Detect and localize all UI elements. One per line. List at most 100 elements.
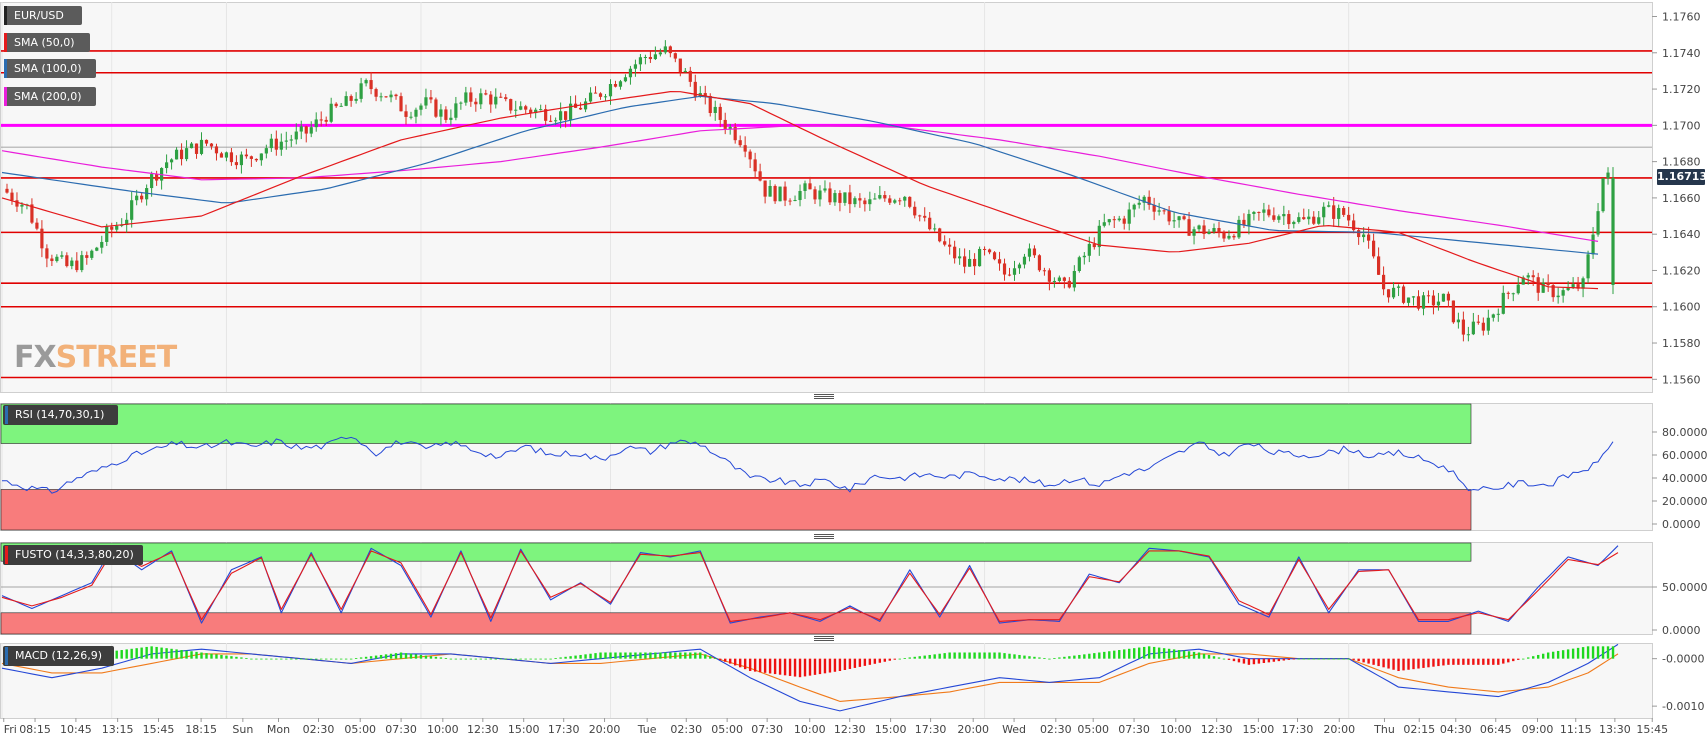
fusto-legend[interactable]: FUSTO (14,3,3,80,20) [3,545,143,565]
price-tick-label: 1.1600 [1662,301,1701,314]
macd-histogram-bar [1372,658,1375,665]
macd-histogram-bar [549,658,552,660]
macd-histogram-bar [654,652,657,659]
macd-histogram-bar [389,653,393,659]
macd-histogram-bar [469,658,473,660]
macd-histogram-bar [125,649,128,659]
candle-body [823,188,827,191]
candle-body [299,126,303,132]
macd-histogram-bar [933,654,936,659]
macd-histogram-bar [963,652,966,659]
candle-body [234,162,239,166]
macd-histogram-bar [255,658,258,660]
rsi-tick-label: 60.0000 [1662,449,1707,462]
candle-body [1376,256,1381,275]
candle-body [818,190,822,200]
macd-histogram-bar [858,658,862,667]
candle-body [953,246,957,259]
macd-histogram-bar [285,658,288,660]
candle-body [803,183,807,191]
sma50-legend[interactable]: SMA (50,0) [4,33,90,52]
candle-body [1541,282,1545,293]
macd-histogram-bar [1008,653,1011,659]
candle-body [110,226,114,230]
candle-body [384,96,388,98]
macd-histogram-bar [384,654,388,659]
candle-body [578,107,583,110]
macd-histogram-bar [1342,658,1345,660]
macd-histogram-bar [1352,658,1355,660]
candle-body [1052,280,1056,282]
candle-body [1232,235,1236,238]
candle-body [693,81,697,97]
time-tick-label: 20:00 [1323,723,1355,736]
macd-histogram-bar [704,654,707,659]
candle-body [10,192,14,201]
price-tick-label: 1.1640 [1662,228,1701,241]
candle-body [1401,286,1406,303]
time-tick-label: Mon [267,723,290,736]
macd-histogram-bar [324,658,328,660]
candle-body [179,149,184,160]
candle-body [1177,216,1181,221]
macd-histogram-bar [165,648,168,659]
candle-body [1182,216,1186,220]
sma100-legend[interactable]: SMA (100,0) [4,59,96,78]
candle-body [1142,196,1146,203]
time-tick-label: Sun [232,723,253,736]
time-tick-label: 07:30 [385,723,417,736]
candle-body [1187,219,1191,236]
macd-histogram-bar [928,654,931,659]
candle-body [1287,214,1291,225]
candle-body [1267,209,1271,216]
macd-histogram-bar [604,652,607,659]
candle-body [773,185,777,202]
candle-body [1022,256,1027,265]
sma200-legend[interactable]: SMA (200,0) [4,87,96,106]
candle-body [414,109,418,117]
macd-histogram-bar [310,658,313,660]
candle-body [858,198,862,201]
candle-body [514,109,518,111]
macd-histogram-bar [429,656,433,659]
macd-histogram-bar [1048,658,1051,660]
time-tick-label: Fri [4,723,17,736]
candle-body [1257,211,1261,213]
sma100-swatch [4,59,7,78]
macd-histogram-bar [115,650,118,659]
macd-histogram-bar [534,658,537,660]
candle-body [1461,319,1465,335]
macd-histogram-bar [1192,651,1196,659]
macd-histogram-bar [1561,650,1565,659]
candle-body [189,143,194,149]
candle-body [878,195,882,199]
candle-body [509,99,513,111]
candle-body [888,198,892,203]
macd-histogram-bar [270,658,273,660]
rsi-overbought-band [0,403,1472,444]
macd-histogram-bar [918,656,921,659]
time-tick-label: 08:15 [19,723,51,736]
macd-histogram-bar [1212,656,1216,659]
macd-histogram-bar [464,658,468,660]
macd-histogram-bar [938,653,941,659]
candle-body [100,241,104,248]
candle-body [1347,214,1351,221]
candle-body [125,219,129,225]
candle-body [155,174,159,181]
candle-body [1381,274,1386,290]
candle-body [808,183,812,190]
candle-body [883,195,887,199]
rsi-legend[interactable]: RSI (14,70,30,1) [3,405,118,425]
candle-body [1486,317,1490,331]
macd-histogram-bar [315,658,318,660]
symbol-legend[interactable]: EUR/USD [4,6,82,25]
macd-legend[interactable]: MACD (12,26,9) [3,646,114,666]
macd-histogram-bar [1412,658,1415,670]
candle-body [1386,289,1391,298]
macd-histogram-bar [1332,658,1335,660]
candle-body [184,148,189,160]
candle-body [539,109,543,111]
candle-body [95,247,99,251]
macd-histogram-bar [514,658,517,660]
